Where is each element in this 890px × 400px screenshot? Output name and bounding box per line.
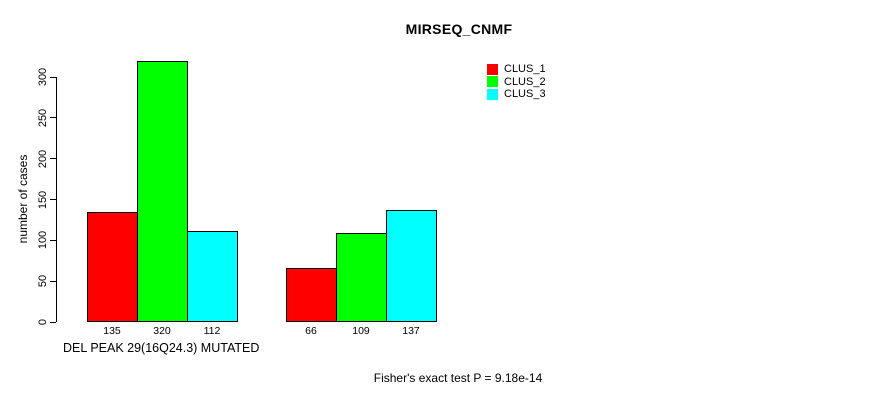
legend-label: CLUS_2	[504, 75, 546, 88]
y-tick-mark	[50, 199, 56, 200]
bar-clus_3-group1	[187, 230, 238, 322]
x-axis-label: DEL PEAK 29(16Q24.3) MUTATED	[63, 341, 260, 355]
stat-test-label: Fisher's exact test P = 9.18e-14	[373, 371, 543, 385]
y-tick-mark	[50, 76, 56, 78]
y-tick-label: 50	[37, 275, 49, 288]
y-tick-mark	[50, 239, 56, 241]
legend-label: CLUS_3	[504, 88, 546, 101]
y-tick-mark	[50, 158, 56, 160]
legend-swatch-clus_3	[487, 88, 498, 100]
bar-clus_2-group1	[137, 60, 188, 322]
chart-title: MIRSEQ_CNMF	[405, 21, 513, 37]
bar-value-label: 112	[203, 325, 221, 337]
legend-item: CLUS_1	[487, 63, 546, 76]
bar-clus_1-group1	[87, 211, 138, 322]
y-tick-label: 150	[37, 190, 49, 209]
legend: CLUS_1 CLUS_2 CLUS_3	[487, 63, 546, 101]
y-tick-label: 100	[37, 231, 49, 250]
bar-value-label: 137	[402, 325, 420, 337]
legend-swatch-clus_2	[487, 76, 498, 88]
y-axis-label: number of cases	[16, 154, 30, 244]
y-tick-mark	[50, 117, 56, 119]
bar-clus_3-group2	[386, 210, 437, 323]
bar-value-label: 135	[103, 325, 121, 337]
legend-label: CLUS_1	[504, 63, 546, 76]
y-tick-mark	[50, 280, 56, 282]
bar-value-label: 109	[352, 325, 370, 337]
y-axis-line	[56, 77, 57, 322]
bar-clus_1-group2	[286, 268, 337, 323]
legend-swatch-clus_1	[487, 63, 498, 75]
y-tick-mark	[50, 321, 56, 323]
y-tick-label: 300	[37, 67, 49, 87]
legend-item: CLUS_3	[487, 88, 546, 101]
bar-value-label: 320	[153, 325, 171, 337]
bar-clus_2-group2	[336, 232, 387, 322]
bar-value-label: 66	[305, 325, 317, 337]
y-tick-label: 200	[37, 149, 49, 168]
legend-item: CLUS_2	[487, 76, 546, 89]
y-tick-label: 0	[37, 318, 49, 326]
y-tick-label: 250	[37, 108, 49, 128]
